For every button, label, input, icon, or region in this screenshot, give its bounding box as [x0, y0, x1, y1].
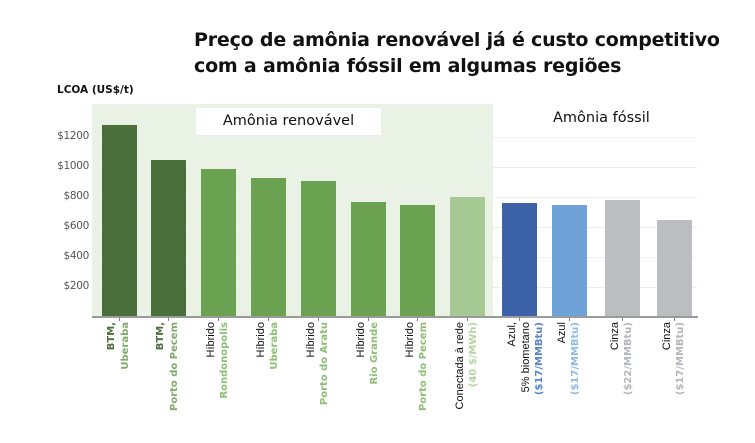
x-tick-label: Híbrido Rio Grande	[354, 322, 394, 442]
x-label-line2: Rondonopolis	[219, 322, 230, 399]
x-label-line1: BTM,	[106, 322, 117, 351]
bar	[102, 125, 137, 317]
title-line-2: com a amônia fóssil em algumas regiões	[194, 55, 622, 77]
x-label-line1: BTM,	[155, 322, 166, 351]
x-label-line1: Conectada à rede	[454, 322, 466, 410]
bar	[251, 178, 286, 317]
x-label-line1: Cinza	[661, 322, 673, 351]
x-tick-mark	[218, 317, 219, 321]
x-tick-mark	[569, 317, 570, 321]
bar	[605, 200, 640, 317]
x-label-line2: Uberaba	[269, 322, 280, 370]
x-label-line1: Azul,	[506, 322, 518, 347]
gridline	[92, 197, 697, 198]
x-tick-mark	[268, 317, 269, 321]
x-axis-line	[92, 316, 698, 318]
bar	[450, 197, 485, 317]
bar	[400, 205, 435, 317]
y-axis-label: LCOA (US$/t)	[57, 84, 134, 96]
gridline	[92, 167, 697, 168]
bar	[657, 220, 692, 317]
gridline	[92, 257, 697, 258]
x-label-line1: Híbrido	[355, 322, 367, 358]
x-tick-label: Cinza ($22/MMBtu)	[608, 322, 648, 442]
title-line-1: Preço de amônia renovável já é custo com…	[194, 29, 720, 51]
x-tick-label: Híbrido Porto do Pecem	[403, 322, 443, 442]
x-label-line2: Porto do Aratu	[319, 322, 330, 406]
x-label-line2: (40 $/MWh)	[468, 322, 479, 388]
x-tick-label: Conectada à rede (40 $/MWh)	[453, 322, 493, 442]
x-label-line2: Uberaba	[120, 322, 131, 370]
x-tick-mark	[417, 317, 418, 321]
bar	[552, 204, 587, 317]
x-tick-mark	[519, 317, 520, 321]
bar	[502, 203, 537, 317]
x-label-line1b: 5% biometano	[520, 322, 532, 393]
x-label-line1: Híbrido	[305, 322, 317, 358]
bar	[201, 168, 236, 317]
x-label-line2: Porto do Pecem	[418, 322, 429, 412]
x-tick-label: Azul, 5% biometano ($17/MMBtu)	[505, 322, 545, 442]
bar	[301, 181, 336, 317]
x-label-line2: ($17/MMBtu)	[570, 322, 581, 396]
x-label-line1: Azul	[556, 322, 568, 344]
x-tick-mark	[368, 317, 369, 321]
x-tick-mark	[318, 317, 319, 321]
x-label-line2: Porto do Pecem	[169, 322, 180, 412]
gridline	[92, 137, 697, 138]
x-label-line2: Rio Grande	[369, 322, 380, 385]
x-tick-label: Cinza ($17/MMBtu)	[660, 322, 700, 442]
x-tick-mark	[168, 317, 169, 321]
x-label-line2: ($22/MMBtu)	[623, 322, 634, 396]
x-tick-label: BTM, Porto do Pecem	[154, 322, 194, 442]
y-tick-label: $1200	[57, 130, 89, 142]
x-tick-label: Híbrido Porto do Aratu	[304, 322, 344, 442]
y-tick-label: $800	[63, 190, 89, 202]
gridline	[92, 227, 697, 228]
x-tick-label: Azul ($17/MMBtu)	[555, 322, 595, 442]
x-label-line1: Híbrido	[205, 322, 217, 358]
x-tick-mark	[622, 317, 623, 321]
x-tick-label: Híbrido Rondonopolis	[204, 322, 244, 442]
x-tick-mark	[674, 317, 675, 321]
y-tick-label: $200	[63, 280, 89, 292]
fossil-section-label: Amônia fóssil	[553, 110, 650, 126]
x-tick-label: Híbrido Uberaba	[254, 322, 294, 442]
x-label-line1: Cinza	[609, 322, 621, 351]
gridline	[92, 287, 697, 288]
chart-title: Preço de amônia renovável já é custo com…	[194, 27, 720, 79]
x-label-line2: ($17/MMBtu)	[534, 322, 545, 396]
x-label-line2: ($17/MMBtu)	[675, 322, 686, 396]
y-tick-label: $400	[63, 250, 89, 262]
x-label-line1: Híbrido	[404, 322, 416, 358]
renewable-section-label: Amônia renovável	[196, 108, 381, 135]
bar	[351, 202, 386, 317]
x-tick-mark	[467, 317, 468, 321]
y-tick-label: $1000	[57, 160, 89, 172]
x-label-line1: Híbrido	[255, 322, 267, 358]
x-tick-mark	[119, 317, 120, 321]
bar	[151, 160, 186, 317]
y-tick-label: $600	[63, 220, 89, 232]
x-tick-label: BTM, Uberaba	[105, 322, 145, 442]
